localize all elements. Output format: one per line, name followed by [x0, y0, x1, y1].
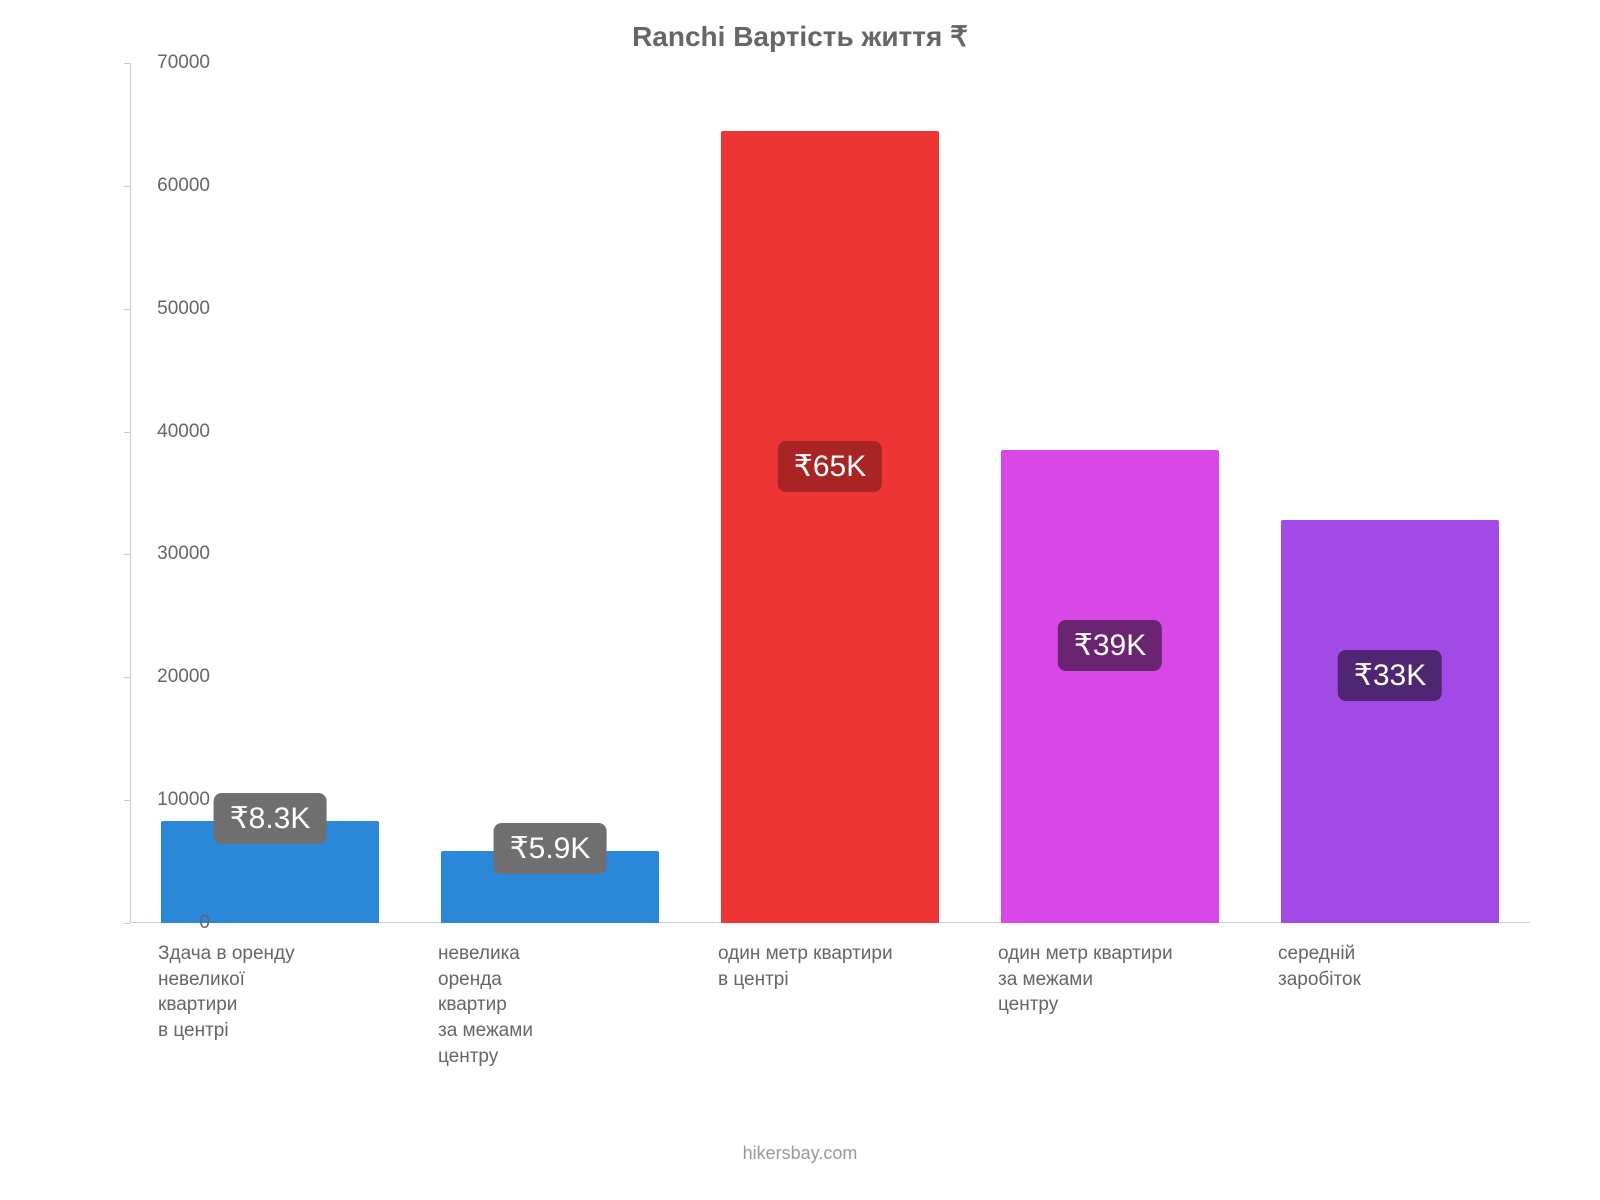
x-label: невеликаорендаквартирза межамицентру	[438, 941, 533, 1069]
x-label-slot: невеликаорендаквартирза межамицентру	[410, 941, 690, 1069]
y-tick-mark	[124, 677, 130, 678]
y-tick-label: 50000	[130, 298, 210, 320]
x-axis-labels: Здача в орендуневеликоїквартирив центрі н…	[130, 923, 1530, 1069]
y-tick-label: 30000	[130, 543, 210, 565]
x-label: один метр квартирив центрі	[718, 941, 893, 1069]
y-tick-label: 40000	[130, 421, 210, 443]
x-label: один метр квартириза межамицентру	[998, 941, 1173, 1069]
bar: ₹8.3K	[161, 821, 379, 923]
y-tick-mark	[124, 800, 130, 801]
y-tick-mark	[124, 554, 130, 555]
value-badge: ₹5.9K	[494, 823, 607, 874]
y-tick-label: 60000	[130, 175, 210, 197]
bar-slot: ₹65K	[690, 63, 970, 923]
value-badge: ₹65K	[778, 441, 882, 492]
value-badge: ₹33K	[1338, 650, 1442, 701]
y-tick-mark	[124, 63, 130, 64]
bar: ₹65K	[721, 131, 939, 923]
chart-title: Ranchi Вартість життя ₹	[40, 20, 1560, 53]
x-label-slot: один метр квартирив центрі	[690, 941, 970, 1069]
bar-slot: ₹5.9K	[410, 63, 690, 923]
value-badge: ₹8.3K	[214, 793, 327, 844]
cost-of-living-chart: Ranchi Вартість життя ₹ ₹8.3K ₹5.9K ₹65K ₹3…	[40, 20, 1560, 1180]
y-tick-label: 70000	[130, 52, 210, 74]
bar-slot: ₹33K	[1250, 63, 1530, 923]
bar: ₹5.9K	[441, 851, 659, 923]
y-tick-label: 20000	[130, 666, 210, 688]
x-label-slot: один метр квартириза межамицентру	[970, 941, 1250, 1069]
y-tick-mark	[124, 432, 130, 433]
bar: ₹33K	[1281, 520, 1499, 923]
y-tick-mark	[124, 186, 130, 187]
y-tick-label: 10000	[130, 789, 210, 811]
x-label-slot: Здача в орендуневеликоїквартирив центрі	[130, 941, 410, 1069]
y-tick-mark	[124, 309, 130, 310]
attribution-text: hikersbay.com	[40, 1143, 1560, 1164]
x-label: середнійзаробіток	[1278, 941, 1361, 1069]
x-label-slot: середнійзаробіток	[1250, 941, 1530, 1069]
plot-area: ₹8.3K₹5.9K₹65K₹39K₹33K 01000020000300004…	[130, 63, 1530, 923]
bar: ₹39K	[1001, 450, 1219, 923]
x-label: Здача в орендуневеликоїквартирив центрі	[158, 941, 295, 1069]
bar-slot: ₹39K	[970, 63, 1250, 923]
bars-container: ₹8.3K ₹5.9K ₹65K ₹39K ₹33K	[130, 63, 1530, 923]
value-badge: ₹39K	[1058, 620, 1162, 671]
